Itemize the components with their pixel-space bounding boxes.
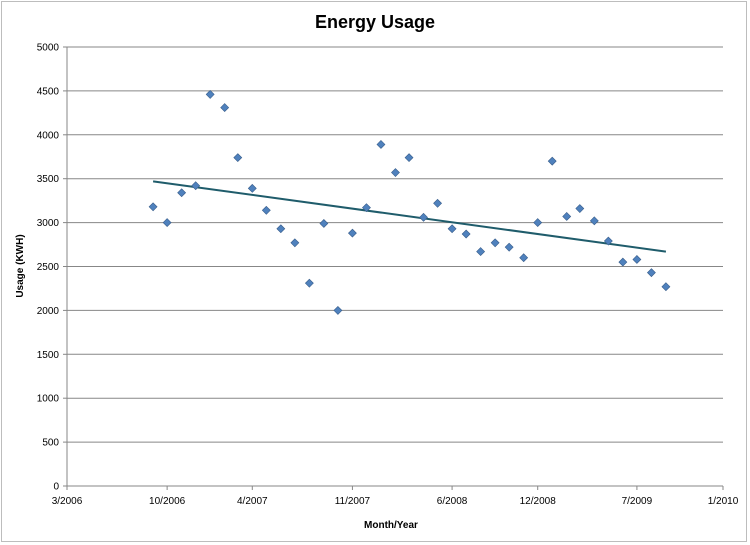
data-point [461,229,471,239]
data-point [589,216,599,226]
data-point [490,238,500,248]
y-tick-label: 0 [53,482,59,493]
data-point [276,224,286,234]
data-points [148,89,671,315]
y-tick-label: 3000 [37,218,60,229]
data-point [504,242,514,252]
y-tick-label: 2000 [37,306,60,317]
data-point [447,224,457,234]
data-point [603,236,613,246]
data-point [419,212,428,222]
x-tick-label: 3/2006 [52,496,83,507]
data-point [362,203,371,213]
data-point [261,205,271,215]
data-point [661,282,671,292]
x-tick-label: 1/2010 [708,496,739,507]
chart-title: Energy Usage [315,12,435,32]
y-tick-label: 2500 [37,262,60,273]
data-point [247,183,257,193]
y-tick-label: 500 [42,438,59,449]
data-point [347,228,357,238]
x-axis-title: Month/Year [364,520,418,531]
x-axis-ticks: 3/2006 10/2006 4/2007 11/2007 6/2008 12/2008 7… [52,486,739,507]
y-tick-label: 4500 [37,86,60,97]
data-point [533,218,543,228]
data-point [220,103,230,113]
data-point [433,198,443,208]
data-point [304,278,314,288]
data-point [646,268,656,278]
data-point [404,153,414,163]
data-point [376,140,386,149]
y-tick-label: 5000 [37,43,60,54]
x-tick-label: 12/2008 [520,496,557,507]
y-tick-label: 3500 [37,174,60,185]
data-point [575,204,585,213]
trendline-layer [152,180,667,253]
data-point [148,202,158,212]
y-tick-label: 1500 [37,350,60,361]
data-point [632,255,642,264]
trendline [152,180,667,253]
data-point [547,156,557,166]
data-point [519,253,529,263]
x-tick-label: 4/2007 [237,496,268,507]
x-tick-label: 7/2009 [622,496,653,507]
data-point [290,238,300,248]
data-point [191,181,201,191]
data-point [162,218,172,228]
data-point [391,168,400,177]
x-tick-label: 10/2006 [149,496,186,507]
y-axis-title: Usage (KWH) [15,234,26,297]
y-tick-label: 1000 [37,394,60,405]
x-tick-label: 6/2008 [437,496,468,507]
data-point [562,212,572,221]
data-point [205,89,215,99]
data-point [319,219,329,228]
data-point [476,247,486,256]
data-point [177,188,187,198]
gridlines [67,46,723,443]
y-axis-ticks: 0 500 1000 1500 2000 2500 3000 3500 4000 4500 5000 [37,43,67,493]
x-tick-label: 11/2007 [335,496,371,507]
data-point [618,257,628,267]
y-tick-label: 4000 [37,130,60,141]
data-point [333,305,343,315]
data-point [233,153,243,163]
